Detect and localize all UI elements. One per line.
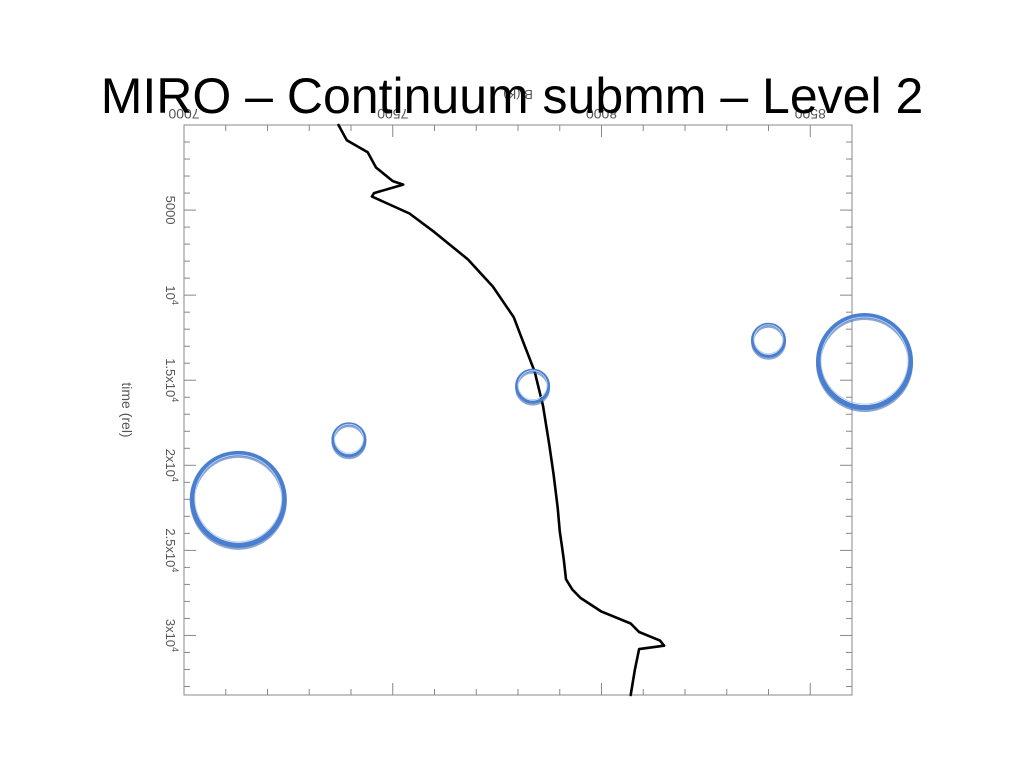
y-tick-label: 2.5x104 <box>163 528 180 572</box>
y-tick-label-exponent: 4 <box>170 397 180 402</box>
y-axis-label: time (rel) <box>119 382 135 437</box>
y-tick-label-exponent: 4 <box>170 567 180 572</box>
slide-title: MIRO – Continuum submm – Level 2 <box>100 68 924 124</box>
y-tick-label: 2x104 <box>163 449 180 482</box>
y-tick-label-exponent: 4 <box>170 300 180 305</box>
y-tick-label-base: 3x10 <box>163 619 178 647</box>
y-tick-label: 1.5x104 <box>163 358 180 402</box>
highlight-circle-shine <box>333 423 364 454</box>
x-axis-label: B (K) <box>503 87 533 102</box>
y-tick-label-base: 10 <box>163 285 178 299</box>
highlight-circle-shine <box>753 324 784 355</box>
y-tick-label: 5000 <box>163 196 178 225</box>
highlight-circle-shine <box>820 316 909 405</box>
highlight-circle-shine <box>194 454 283 543</box>
x-tick-label: 8000 <box>586 106 617 122</box>
y-tick-label-base: 2x10 <box>163 449 178 477</box>
series-line <box>337 123 666 697</box>
highlight-circle <box>331 422 367 458</box>
highlight-circle <box>751 322 786 358</box>
highlight-circle-shine <box>517 370 548 401</box>
y-tick-label-base: 5000 <box>163 196 178 225</box>
highlight-circle <box>189 450 287 548</box>
plot-frame <box>183 124 853 696</box>
y-tick-label-base: 1.5x10 <box>163 358 178 397</box>
x-axis-ticks: 7000 7500 8000 8500 <box>168 106 826 695</box>
y-tick-label: 104 <box>163 285 180 304</box>
x-tick-label: 7500 <box>377 106 408 122</box>
annotation-layer <box>189 313 914 550</box>
series-layer <box>337 123 666 697</box>
y-tick-label-exponent: 4 <box>170 647 180 652</box>
highlight-circle <box>816 313 914 411</box>
x-tick-label: 7000 <box>168 106 199 122</box>
y-tick-label: 3x104 <box>163 619 180 652</box>
y-tick-label-exponent: 4 <box>170 477 180 482</box>
highlight-circle <box>515 368 551 404</box>
y-tick-label-base: 2.5x10 <box>163 528 178 567</box>
x-tick-label: 8500 <box>794 106 825 122</box>
